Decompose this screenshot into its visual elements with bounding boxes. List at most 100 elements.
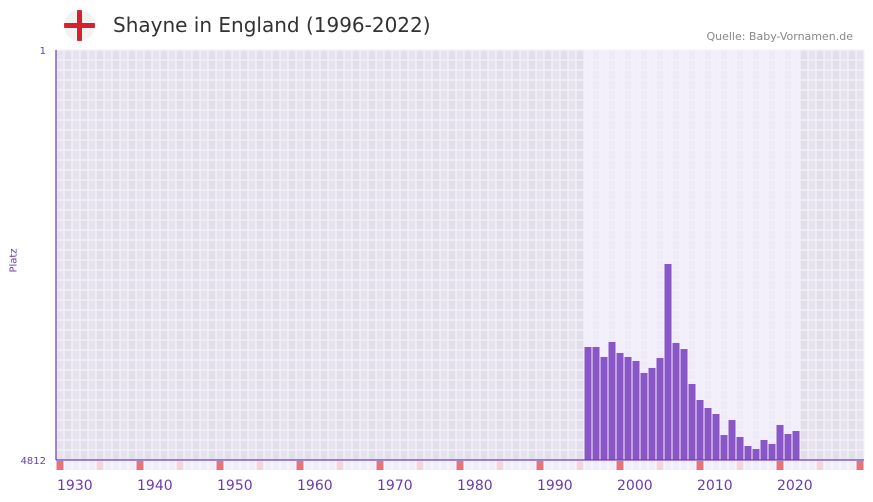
bar-1996 (584, 346, 592, 460)
england-flag-icon (64, 10, 95, 41)
year-marker-1934 (88, 461, 96, 470)
year-marker-1962 (312, 461, 320, 470)
year-marker-1948 (200, 461, 208, 470)
year-marker-1989 (528, 461, 536, 470)
year-marker-1990 (536, 461, 544, 470)
year-marker-2024 (808, 461, 816, 470)
x-tick-label: 2010 (697, 478, 733, 494)
bar-2018 (760, 439, 768, 460)
year-marker-1932 (72, 461, 80, 470)
year-marker-1955 (256, 461, 264, 470)
year-marker-1976 (424, 461, 432, 470)
year-marker-1996 (584, 461, 592, 470)
year-marker-1961 (304, 461, 312, 470)
year-marker-1995 (576, 461, 584, 470)
x-tick-label: 1990 (537, 478, 573, 494)
year-marker-1981 (464, 461, 472, 470)
year-marker-1999 (608, 461, 616, 470)
bar-2002 (632, 360, 640, 460)
year-marker-2030 (856, 461, 864, 470)
year-marker-1959 (288, 461, 296, 470)
year-marker-2029 (848, 461, 856, 470)
bar-2017 (752, 449, 760, 460)
year-marker-2017 (752, 461, 760, 470)
bar-1998 (600, 356, 608, 460)
year-marker-1968 (360, 461, 368, 470)
year-marker-2028 (840, 461, 848, 470)
year-marker-2003 (640, 461, 648, 470)
year-marker-2027 (832, 461, 840, 470)
year-marker-1931 (64, 461, 72, 470)
year-marker-2008 (680, 461, 688, 470)
year-marker-1940 (136, 461, 144, 470)
chart-title: Shayne in England (1996-2022) (113, 13, 431, 37)
year-marker-1958 (280, 461, 288, 470)
year-marker-1979 (448, 461, 456, 470)
bar-2007 (672, 342, 680, 460)
year-marker-1986 (504, 461, 512, 470)
year-marker-1970 (376, 461, 384, 470)
year-marker-2020 (776, 461, 784, 470)
year-marker-1983 (480, 461, 488, 470)
year-marker-1936 (104, 461, 112, 470)
year-marker-2005 (656, 461, 664, 470)
year-marker-1967 (352, 461, 360, 470)
year-marker-2013 (720, 461, 728, 470)
bar-2003 (640, 372, 648, 460)
year-marker-2004 (648, 461, 656, 470)
x-tick-label: 1980 (457, 478, 493, 494)
year-marker-1991 (544, 461, 552, 470)
year-marker-1994 (568, 461, 576, 470)
year-marker-1963 (320, 461, 328, 470)
year-marker-1969 (368, 461, 376, 470)
bar-2006 (664, 263, 672, 460)
year-marker-1998 (600, 461, 608, 470)
year-marker-1985 (496, 461, 504, 470)
bar-2000 (616, 352, 624, 460)
bar-2014 (728, 420, 736, 460)
year-marker-1939 (128, 461, 136, 470)
bar-2013 (720, 435, 728, 460)
x-tick-label: 1950 (217, 478, 253, 494)
bar-2015 (736, 436, 744, 460)
year-marker-1949 (208, 461, 216, 470)
year-marker-1957 (272, 461, 280, 470)
source-link[interactable]: Quelle: Baby-Vornamen.de (706, 30, 853, 43)
bar-2020 (776, 424, 784, 460)
bar-1999 (608, 341, 616, 460)
year-marker-2025 (816, 461, 824, 470)
year-marker-1980 (456, 461, 464, 470)
year-marker-2019 (768, 461, 776, 470)
year-marker-1966 (344, 461, 352, 470)
year-marker-1960 (296, 461, 304, 470)
year-marker-1937 (112, 461, 120, 470)
year-marker-2000 (616, 461, 624, 470)
year-marker-1953 (240, 461, 248, 470)
year-marker-1945 (176, 461, 184, 470)
year-marker-2023 (800, 461, 808, 470)
year-marker-2014 (728, 461, 736, 470)
year-marker-1984 (488, 461, 496, 470)
year-marker-1987 (512, 461, 520, 470)
year-marker-2021 (784, 461, 792, 470)
year-marker-1965 (336, 461, 344, 470)
year-marker-1956 (264, 461, 272, 470)
year-marker-2016 (744, 461, 752, 470)
x-tick-label: 1960 (297, 478, 333, 494)
year-marker-2006 (664, 461, 672, 470)
year-marker-1977 (432, 461, 440, 470)
bar-2010 (696, 400, 704, 460)
year-marker-2009 (688, 461, 696, 470)
year-marker-1992 (552, 461, 560, 470)
x-tick-label: 1930 (57, 478, 93, 494)
year-marker-1950 (216, 461, 224, 470)
bar-2021 (784, 434, 792, 460)
year-marker-1951 (224, 461, 232, 470)
bar-2012 (712, 413, 720, 460)
year-marker-1954 (248, 461, 256, 470)
year-marker-1993 (560, 461, 568, 470)
year-marker-1943 (160, 461, 168, 470)
year-marker-1944 (168, 461, 176, 470)
bar-1997 (592, 346, 600, 460)
